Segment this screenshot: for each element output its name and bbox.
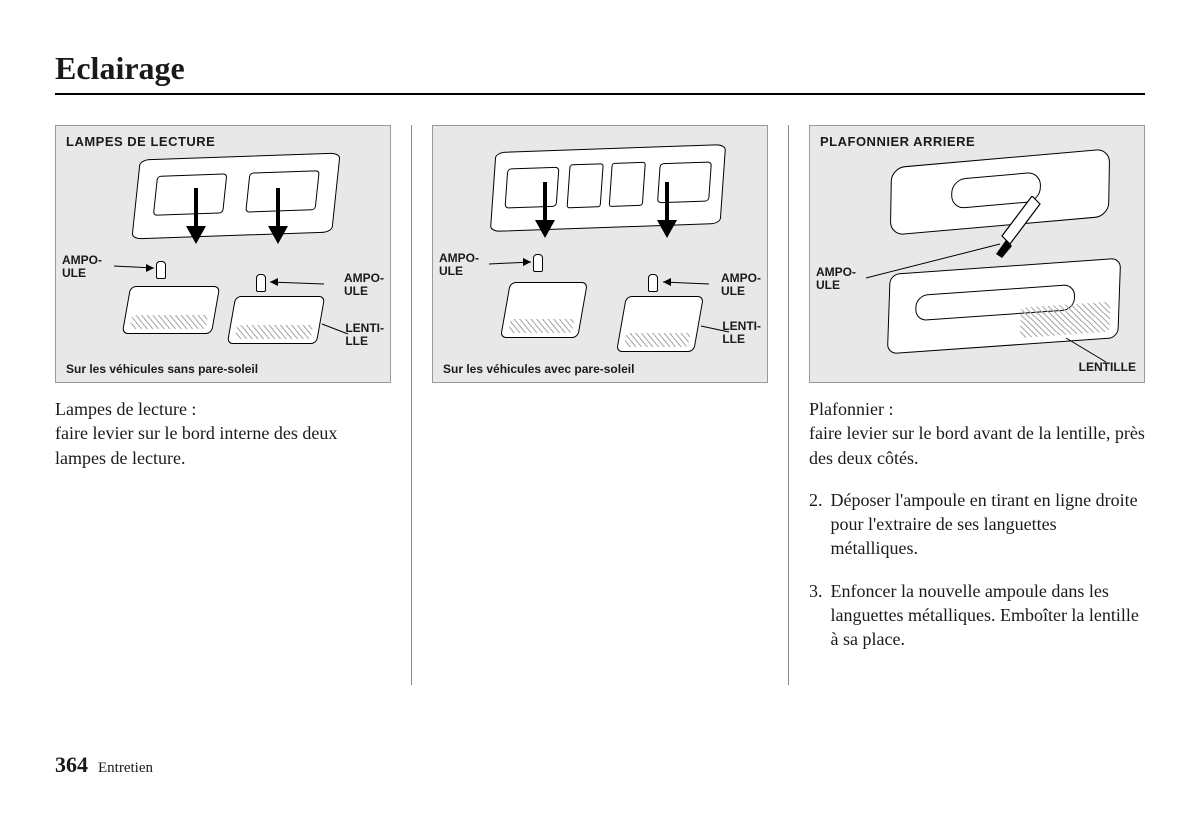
figure-rear-dome-light: PLAFONNIER ARRIERE: [809, 125, 1145, 383]
figure-caption: Sur les véhicules sans pare-soleil: [66, 362, 258, 376]
column-divider: [788, 125, 789, 685]
leader-lines: [810, 126, 1145, 383]
col3-intro: Plafonnier : faire levier sur le bord av…: [809, 397, 1145, 470]
label-lens: LENTI- LLE: [345, 322, 384, 348]
label-lens: LENTILLE: [1079, 361, 1136, 374]
step-2: 2. Déposer l'ampoule en tirant en ligne …: [809, 488, 1145, 561]
label-bulb-left: AMPO- ULE: [439, 252, 479, 278]
step-text: Enfoncer la nouvelle ampoule dans les la…: [831, 579, 1146, 652]
column-divider: [411, 125, 412, 685]
label-bulb-left: AMPO- ULE: [62, 254, 102, 280]
leader-lines: [56, 126, 391, 383]
figure-caption: Sur les véhicules avec pare-soleil: [443, 362, 634, 376]
figure-reading-lamps-no-sunroof: LAMPES DE LECTURE: [55, 125, 391, 383]
label-lens: LENTI- LLE: [722, 320, 761, 346]
label-bulb: AMPO- ULE: [816, 266, 856, 292]
page-title: Eclairage: [55, 50, 1145, 87]
step-number: 3.: [809, 579, 823, 652]
label-bulb-right: AMPO- ULE: [344, 272, 384, 298]
step-3: 3. Enfoncer la nouvelle ampoule dans les…: [809, 579, 1145, 652]
page-footer: 364 Entretien: [55, 752, 153, 778]
step-text: Déposer l'ampoule en tirant en ligne dro…: [831, 488, 1146, 561]
column-2: AMPO- ULE AMPO- ULE LENTI- LLE Sur les v…: [432, 125, 768, 685]
content-columns: LAMPES DE LECTURE: [55, 125, 1145, 685]
page-number: 364: [55, 752, 88, 777]
step-number: 2.: [809, 488, 823, 561]
leader-lines: [433, 126, 768, 383]
label-bulb-right: AMPO- ULE: [721, 272, 761, 298]
col1-text: Lampes de lecture : faire levier sur le …: [55, 397, 391, 470]
figure-reading-lamps-with-sunroof: AMPO- ULE AMPO- ULE LENTI- LLE Sur les v…: [432, 125, 768, 383]
title-rule: [55, 93, 1145, 95]
column-1: LAMPES DE LECTURE: [55, 125, 391, 685]
section-name: Entretien: [98, 760, 153, 776]
column-3: PLAFONNIER ARRIERE: [809, 125, 1145, 685]
